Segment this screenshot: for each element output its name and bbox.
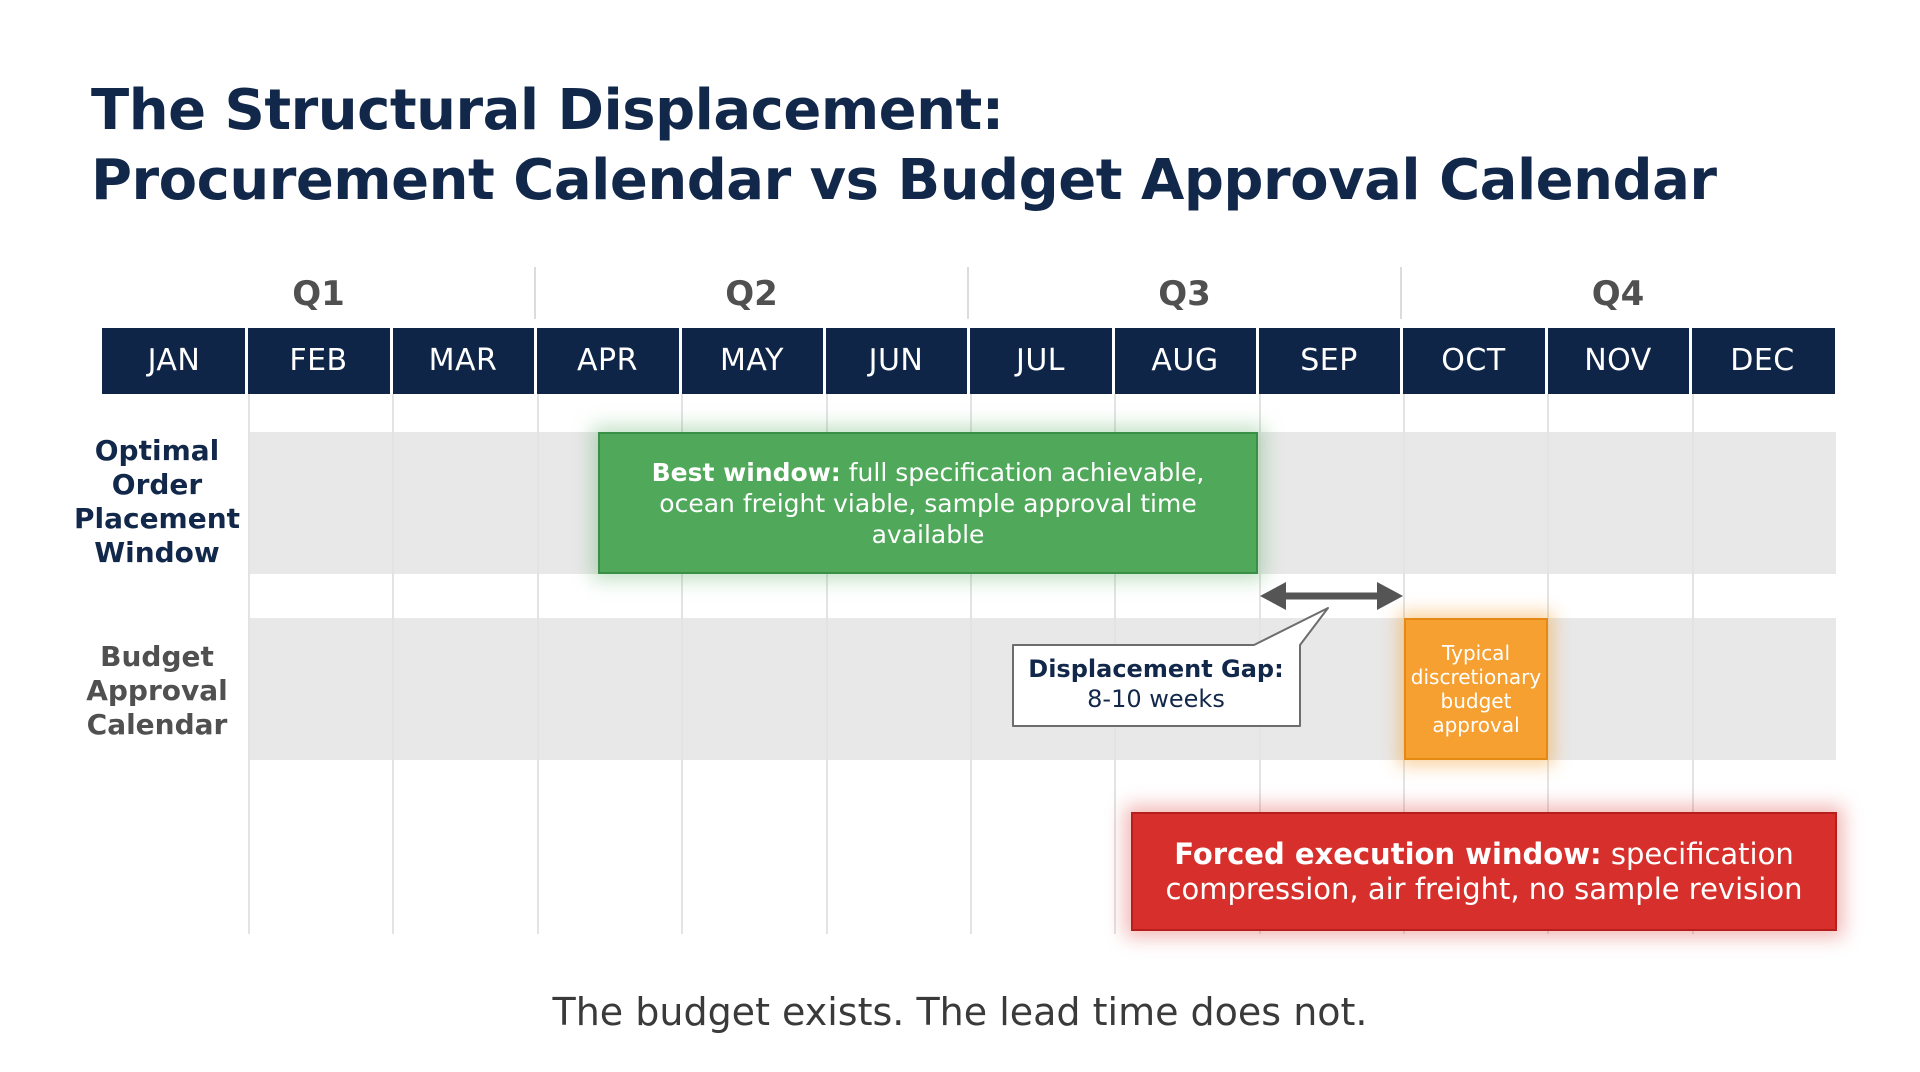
grid-line [1692, 394, 1694, 934]
month-feb: FEB [289, 343, 348, 378]
row-label-optimal: Optimal Order Placement Window [73, 434, 241, 569]
grid-line [392, 394, 394, 934]
month-apr: APR [577, 343, 638, 378]
month-separator [823, 328, 826, 394]
month-oct: OCT [1441, 343, 1506, 378]
best-window-text: Best window: full specification achievab… [620, 457, 1236, 550]
month-mar: MAR [428, 343, 498, 378]
month-separator [1256, 328, 1259, 394]
month-jul: JUL [1015, 343, 1066, 378]
budget-approval-text: Typical discretionary budget approval [1410, 641, 1542, 737]
quarter-divider [534, 267, 536, 319]
month-dec: DEC [1730, 343, 1795, 378]
quarter-q1: Q1 [292, 274, 345, 314]
callout-bubble [1012, 607, 1329, 727]
quarter-q3: Q3 [1158, 274, 1211, 314]
grid-line [826, 394, 828, 934]
month-header-bar: JAN FEB MAR APR MAY JUN JUL AUG SEP OCT … [102, 328, 1835, 394]
month-separator [1545, 328, 1548, 394]
month-may: MAY [720, 343, 784, 378]
quarter-divider [967, 267, 969, 319]
best-window-box: Best window: full specification achievab… [598, 432, 1258, 574]
double-arrow-icon [1260, 582, 1403, 610]
month-separator [390, 328, 393, 394]
page-title: The Structural Displacement: Procurement… [91, 76, 1717, 216]
quarter-divider [1400, 267, 1402, 319]
month-separator [534, 328, 537, 394]
month-jan: JAN [147, 343, 201, 378]
month-separator [1400, 328, 1403, 394]
forced-window-desc: specification compression, air freight, … [1165, 836, 1803, 906]
month-separator [1689, 328, 1692, 394]
displacement-gap-value: 8-10 weeks [1087, 685, 1225, 713]
forced-window-text: Forced execution window: specification c… [1153, 837, 1815, 907]
forced-window-box: Forced execution window: specification c… [1131, 812, 1837, 931]
best-window-desc: full specification achievable, ocean fre… [659, 457, 1205, 549]
grid-line [681, 394, 683, 934]
grid-line [970, 394, 972, 934]
displacement-gap-title: Displacement Gap: [1028, 655, 1284, 683]
best-window-bold: Best window: [651, 457, 841, 487]
month-separator [245, 328, 248, 394]
tagline: The budget exists. The lead time does no… [552, 990, 1368, 1034]
grid-line [1547, 394, 1549, 934]
month-aug: AUG [1151, 343, 1219, 378]
month-separator [967, 328, 970, 394]
displacement-gap-callout: Displacement Gap: 8-10 weeks [1013, 644, 1299, 724]
grid-line [537, 394, 539, 934]
forced-window-bold: Forced execution window: [1174, 836, 1602, 871]
month-nov: NOV [1584, 343, 1652, 378]
month-sep: SEP [1300, 343, 1358, 378]
title-line-1: The Structural Displacement: [91, 78, 1004, 143]
title-line-2: Procurement Calendar vs Budget Approval … [91, 148, 1717, 213]
quarter-q4: Q4 [1591, 274, 1645, 314]
grid-line [248, 394, 250, 934]
month-separator [679, 328, 682, 394]
month-separator [1112, 328, 1115, 394]
row-label-budget: Budget Approval Calendar [86, 640, 228, 741]
budget-approval-box: Typical discretionary budget approval [1404, 618, 1548, 760]
quarter-q2: Q2 [725, 274, 778, 314]
month-jun: JUN [868, 343, 924, 378]
